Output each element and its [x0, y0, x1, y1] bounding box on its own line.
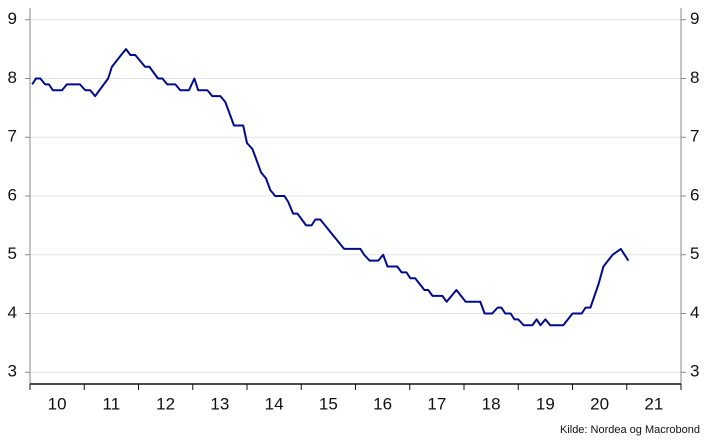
x-tick-label: 11	[103, 394, 121, 413]
x-tick-label: 17	[427, 394, 446, 413]
x-tick-label: 12	[156, 394, 175, 413]
x-tick-label: 18	[482, 394, 501, 413]
y2-tick-label: 3	[690, 362, 699, 381]
y2-tick-label: 4	[690, 303, 699, 322]
x-tick-label: 13	[210, 394, 229, 413]
x-tick-label: 10	[48, 394, 67, 413]
x-tick-label: 14	[265, 394, 284, 413]
y-tick-label: 8	[8, 68, 17, 87]
y2-tick-label: 6	[690, 185, 699, 204]
x-tick-label: 15	[319, 394, 338, 413]
x-tick-label: 19	[536, 394, 555, 413]
y-tick-label: 7	[8, 127, 17, 146]
y-tick-label: 6	[8, 185, 17, 204]
y2-tick-label: 7	[690, 127, 699, 146]
source-note: Kilde: Nordea og Macrobond	[560, 424, 700, 436]
y-tick-label: 3	[8, 362, 17, 381]
x-tick-label: 16	[373, 394, 392, 413]
y2-tick-label: 9	[690, 9, 699, 28]
y2-tick-label: 8	[690, 68, 699, 87]
y-tick-label: 5	[8, 244, 17, 263]
y-tick-label: 9	[8, 9, 17, 28]
x-tick-label: 20	[590, 394, 609, 413]
x-tick-label: 21	[644, 394, 663, 413]
data-line	[31, 48, 630, 327]
y-tick-label: 4	[8, 303, 17, 322]
y2-tick-label: 5	[690, 244, 699, 263]
